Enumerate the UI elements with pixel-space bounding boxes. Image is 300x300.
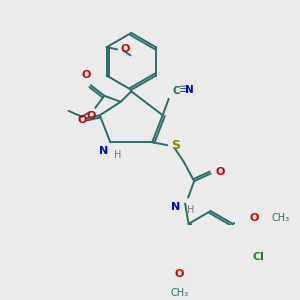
- Text: H: H: [187, 205, 194, 215]
- Text: O: O: [121, 44, 130, 54]
- Text: N: N: [171, 202, 181, 212]
- Text: CH₃: CH₃: [272, 213, 290, 223]
- Text: O: O: [250, 213, 259, 223]
- Text: O: O: [77, 115, 86, 125]
- Text: O: O: [175, 269, 184, 279]
- Text: ≡: ≡: [178, 83, 189, 96]
- Text: H: H: [114, 150, 122, 160]
- Text: C: C: [172, 86, 180, 96]
- Text: Cl: Cl: [252, 252, 264, 262]
- Text: S: S: [171, 140, 180, 152]
- Text: CH₃: CH₃: [170, 288, 189, 298]
- Text: O: O: [82, 70, 91, 80]
- Text: N: N: [99, 146, 108, 156]
- Text: O: O: [215, 167, 224, 177]
- Text: N: N: [185, 85, 194, 95]
- Text: O: O: [86, 111, 95, 121]
